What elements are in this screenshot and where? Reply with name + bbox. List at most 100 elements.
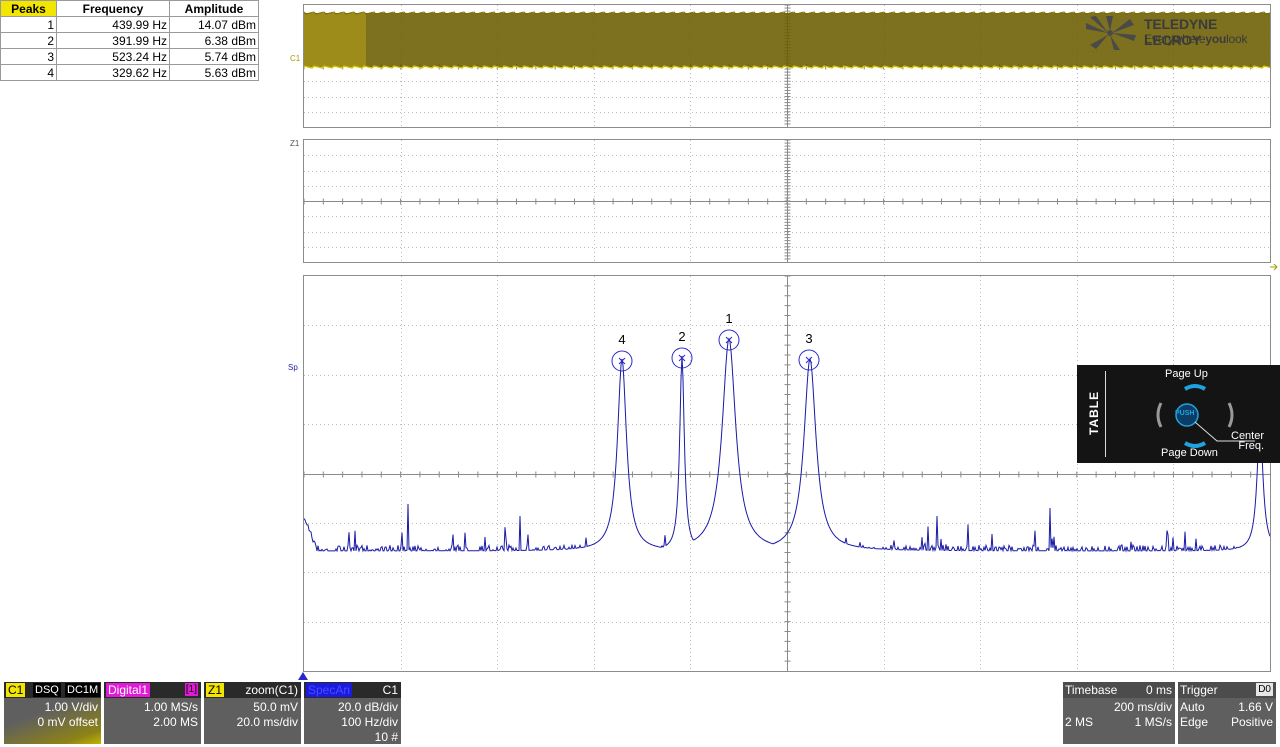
logo-brand-text: TELEDYNE LECROY xyxy=(1144,16,1218,48)
peak-index-cell: 4 xyxy=(0,64,57,81)
digital1-tag: Digital1 xyxy=(106,683,151,697)
timebase-title: Timebase xyxy=(1065,683,1118,697)
z1-vdiv: 50.0 mV xyxy=(253,700,298,714)
center-freq-label[interactable]: Center Freq. xyxy=(1231,430,1265,452)
knob-right-arc-icon xyxy=(1227,402,1234,428)
z1-tag: Z1 xyxy=(206,683,225,697)
right-arrow-icon xyxy=(1270,263,1278,271)
page-up-label[interactable]: Page Up xyxy=(1165,368,1208,380)
z1-source: zoom(C1) xyxy=(245,683,298,697)
c1-offset: 0 mV offset xyxy=(37,715,98,729)
z1-descriptor[interactable]: Z1 zoom(C1) 50.0 mV 20.0 ms/div xyxy=(204,682,301,744)
spectrum-svg: 4 2 1 3 xyxy=(304,276,1270,671)
spectrum-start-marker-icon[interactable] xyxy=(298,672,308,680)
trigger-slope: Positive xyxy=(1230,715,1273,729)
peak-amplitude-cell: 5.74 dBm xyxy=(169,48,259,65)
logo-tagline: Everywhereyoulook xyxy=(1144,32,1248,46)
specan-averages: 10 # xyxy=(374,730,398,744)
spectrum-trace xyxy=(304,337,1270,553)
specan-source: C1 xyxy=(382,683,398,697)
logo-mark-icon xyxy=(1086,16,1136,50)
peak-amplitude-cell: 5.63 dBm xyxy=(169,64,259,81)
overlay-separator xyxy=(1105,371,1106,457)
digital1-sample-rate: 1.00 MS/s xyxy=(143,700,198,714)
c1-vdiv: 1.00 V/div xyxy=(44,700,98,714)
digital1-memory: 2.00 MS xyxy=(153,715,198,729)
peak-marker-4[interactable]: 4 xyxy=(611,332,633,372)
knob-down-arrow-icon xyxy=(1183,441,1207,448)
peak-marker-3[interactable]: 3 xyxy=(798,331,820,371)
peaks-table-row[interactable]: 4 329.62 Hz 5.63 dBm xyxy=(0,64,259,81)
table-knob-overlay: TABLE Page Up PUSH Page Down Center Freq. xyxy=(1077,365,1280,463)
digital1-descriptor[interactable]: Digital1 [1] 1.00 MS/s 2.00 MS xyxy=(104,682,201,744)
c1-trace-bottom xyxy=(304,65,1270,69)
c1-signal-band-start xyxy=(304,13,366,67)
timebase-descriptor[interactable]: Timebase 0 ms 200 ms/div 2 MS 1 MS/s xyxy=(1063,682,1175,744)
c1-channel-label: C1 xyxy=(290,54,301,63)
peak-frequency-cell: 523.24 Hz xyxy=(56,48,170,65)
sp-channel-label: Sp xyxy=(288,363,298,372)
push-label[interactable]: PUSH xyxy=(1175,410,1195,417)
knob-up-arrow-icon xyxy=(1183,384,1207,391)
peak-index-cell: 1 xyxy=(0,16,57,33)
peaks-table-row[interactable]: 1 439.99 Hz 14.07 dBm xyxy=(0,16,259,33)
knob-push-icon xyxy=(1175,403,1199,427)
timebase-sample-rate: 1 MS/s xyxy=(1134,715,1172,729)
specan-descriptor[interactable]: SpecAn C1 20.0 dB/div 100 Hz/div 10 # xyxy=(304,682,401,744)
z1-gridlines xyxy=(304,140,1270,262)
trigger-title: Trigger xyxy=(1180,683,1218,697)
specan-tag: SpecAn xyxy=(306,683,353,697)
timebase-tdiv: 200 ms/div xyxy=(1113,700,1172,714)
peaks-column-header[interactable]: Peaks xyxy=(0,0,57,17)
spectrum-grid[interactable]: 4 2 1 3 xyxy=(303,275,1271,672)
peak-index-cell: 2 xyxy=(0,32,57,49)
z1-descriptor-header xyxy=(204,682,301,698)
sp-gridlines xyxy=(304,276,1270,671)
peak-frequency-cell: 329.62 Hz xyxy=(56,64,170,81)
trigger-descriptor[interactable]: Trigger D0 Auto 1.66 V Edge Positive xyxy=(1178,682,1276,744)
z1-channel-marker: Z1 xyxy=(290,139,299,148)
frequency-column-header[interactable]: Frequency xyxy=(56,0,170,17)
z1-zoom-grid[interactable] xyxy=(303,139,1271,263)
peaks-table-row[interactable]: 3 523.24 Hz 5.74 dBm xyxy=(0,48,259,65)
c1-trace-top xyxy=(304,11,1270,15)
c1-dsq-badge: DSQ xyxy=(33,683,61,697)
trigger-mode: Auto xyxy=(1180,700,1205,714)
peak-frequency-cell: 439.99 Hz xyxy=(56,16,170,33)
trigger-source-badge: D0 xyxy=(1256,683,1273,696)
peak-frequency-cell: 391.99 Hz xyxy=(56,32,170,49)
peaks-table-row[interactable]: 2 391.99 Hz 6.38 dBm xyxy=(0,32,259,49)
trigger-type: Edge xyxy=(1180,715,1209,729)
peak-amplitude-cell: 14.07 dBm xyxy=(169,16,259,33)
peaks-table: Peaks Frequency Amplitude 1 439.99 Hz 14.0… xyxy=(0,0,259,81)
teledyne-lecroy-logo: TELEDYNE LECROY Everywhereyoulook xyxy=(1082,16,1268,50)
timebase-header xyxy=(1063,682,1175,698)
peak-marker-label: 3 xyxy=(805,331,812,346)
trigger-header xyxy=(1178,682,1276,698)
timebase-delay: 0 ms xyxy=(1145,683,1172,697)
sp-channel-marker: Sp xyxy=(288,363,298,372)
specan-hzdiv: 100 Hz/div xyxy=(341,715,398,729)
peak-marker-2[interactable]: 2 xyxy=(671,329,693,369)
c1-channel-marker: C1 xyxy=(290,54,300,63)
z1-grid-svg xyxy=(304,140,1270,262)
c1-descriptor[interactable]: C1 DSQ DC1M 1.00 V/div 0 mV offset xyxy=(4,682,101,744)
page-down-label[interactable]: Page Down xyxy=(1161,447,1218,459)
peak-marker-1[interactable]: 1 xyxy=(718,311,740,351)
specan-dbdiv: 20.0 dB/div xyxy=(337,700,398,714)
knob-left-arc-icon xyxy=(1156,402,1163,428)
c1-coupling-badge: DC1M xyxy=(65,683,101,697)
z1-tdiv: 20.0 ms/div xyxy=(236,715,298,729)
knob-icon[interactable] xyxy=(1147,377,1267,457)
peak-marker-label: 4 xyxy=(618,332,625,347)
peak-marker-label: 1 xyxy=(725,311,732,326)
amplitude-column-header[interactable]: Amplitude xyxy=(169,0,259,17)
peak-marker-label: 2 xyxy=(678,329,685,344)
timebase-memory: 2 MS xyxy=(1065,715,1094,729)
c1-tag: C1 xyxy=(6,683,26,697)
peak-index-cell: 3 xyxy=(0,48,57,65)
peak-amplitude-cell: 6.38 dBm xyxy=(169,32,259,49)
trigger-level: 1.66 V xyxy=(1238,700,1273,714)
digital1-badge: [1] xyxy=(184,683,198,696)
z1-channel-label: Z1 xyxy=(290,139,300,148)
